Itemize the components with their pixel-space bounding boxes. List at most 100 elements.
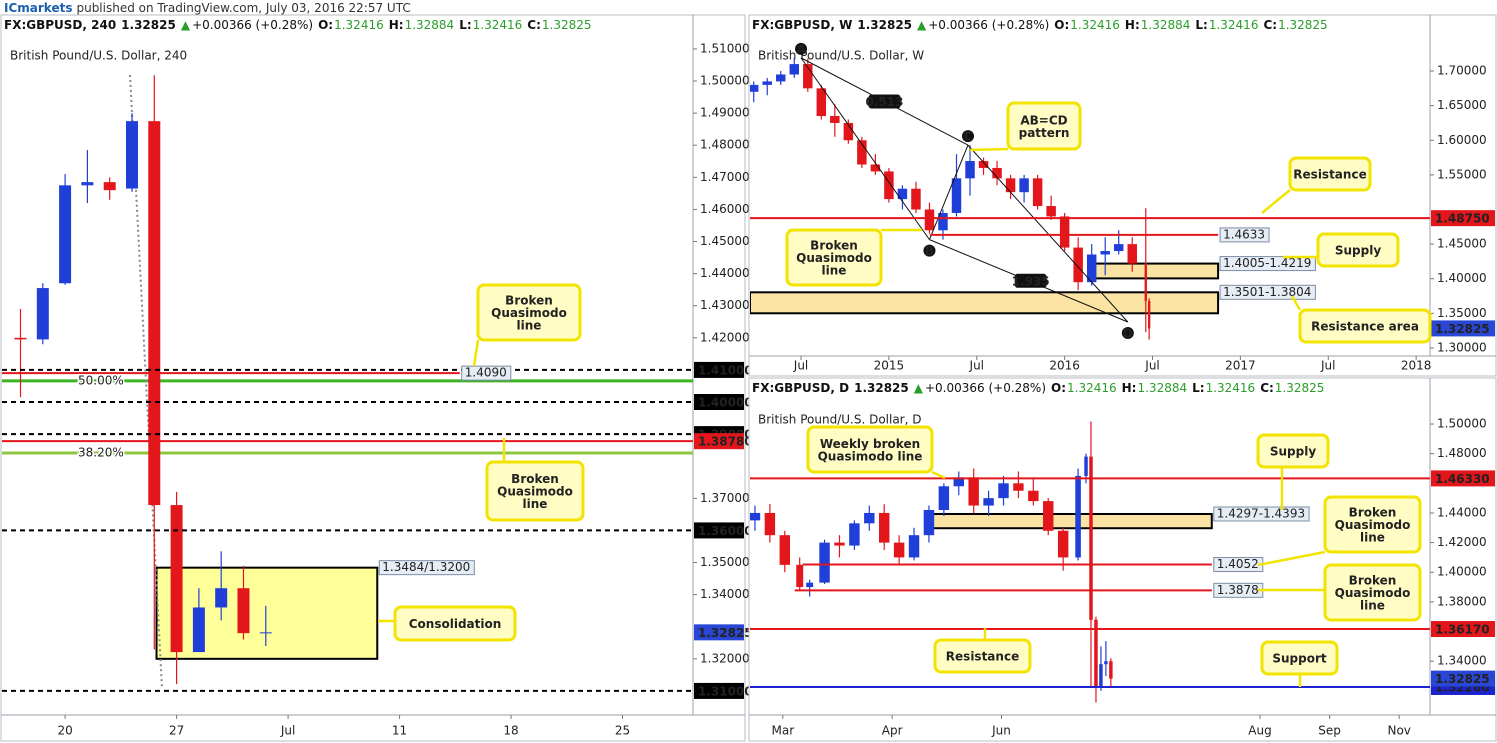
candle-body [776,74,786,82]
callout-box [485,460,585,522]
callout-box [1298,308,1432,344]
callout-box [1256,433,1330,469]
y-tick-label: 1.37000 [700,491,750,505]
callout-text: line [523,497,548,511]
candle-body [750,512,761,521]
axis-price-label: 1.48750 [1435,212,1490,226]
callout-text: Broken [810,239,858,253]
candle-body [1089,456,1093,620]
candle-body [834,542,845,546]
candle-body [870,164,881,172]
x-tick-label: 20 [57,724,72,738]
inline-label-box [1213,506,1310,522]
candle-body [1147,300,1151,329]
candle-body [1075,475,1081,558]
candle-body [762,81,772,85]
candle-body [1099,664,1103,688]
candle-body [1113,244,1124,252]
x-tick-label: Aug [1248,724,1271,738]
x-tick-label: Sep [1318,724,1341,738]
callout-text: Consolidation [409,617,502,631]
y-tick-label: 1.44000 [700,266,750,280]
candle-body [1046,206,1056,217]
ohlc-label: C: [527,18,541,32]
callout-text: Broken [1349,506,1397,520]
axis-price-label: 1.46330 [1435,472,1490,486]
axis-price-label: 1.36000 [698,524,753,538]
candle-body [237,588,250,634]
callout-box [933,638,1032,674]
inline-label-box [1219,227,1270,243]
callout-text: Quasimodo line [818,449,923,463]
pattern-point-label: D [1123,327,1133,341]
candle-body [816,88,827,117]
symbol: FX:GBPUSD, D [752,381,849,395]
last-value: 1.32825 [854,381,909,395]
ohlc-value: 1.32416 [1067,381,1117,395]
y-tick-label: 1.34000 [700,587,750,601]
candle-body [884,171,894,200]
pattern-point-label: C [964,130,973,144]
y-tick-label: 1.47000 [700,170,750,184]
x-tick-label: Jul [280,724,295,738]
last-price-box [694,624,744,641]
y-tick-label: 1.60000 [1437,133,1487,147]
callout-text: Broken [505,294,553,308]
ohlc-value: 1.32825 [1275,381,1325,395]
ohlc-label: H: [1125,18,1140,32]
last-value: 1.32825 [857,18,912,32]
callout-pointer [931,470,946,480]
ratio-box [1014,273,1047,288]
inline-label-box [1219,284,1316,300]
callout-box [1260,640,1339,676]
brand: ICmarkets [4,1,72,15]
candle-body [81,182,94,186]
ohlc-value: 1.32416 [334,18,384,32]
symbol: FX:GBPUSD, 240 [4,18,116,32]
ohlc-value: 1.32416 [1070,18,1120,32]
candle-body [779,535,791,565]
ohlc-value: 1.32825 [542,18,592,32]
pattern-point [923,244,936,257]
last-price-label: 1.32825 [1435,322,1490,336]
plot-area [750,421,1430,703]
callout-text: Quasimodo [1335,586,1411,600]
plot-area [2,74,693,692]
candle-body [953,477,964,487]
x-tick-label: Jun [991,724,1011,738]
axis-price-label: 1.31000 [698,684,753,698]
chart-subtitle: British Pound/U.S. Dollar, D [758,413,921,427]
last-price-box [1431,320,1495,337]
callout-box [476,283,582,342]
candle-body [1043,501,1054,531]
x-tick-label: Jul [1320,359,1335,373]
candle-body [908,535,920,558]
change-arrow: ▲ [914,381,924,395]
ohlc-label: H: [1122,381,1137,395]
callout-text: Quasimodo [491,306,567,320]
chart-header: FX:GBPUSD, D 1.32825 ▲ +0.00366 (+0.28%) O:1… [752,381,1324,395]
y-tick-label: 1.70000 [1437,64,1487,78]
candle-body [103,182,116,191]
ohlc-label: H: [389,18,404,32]
y-tick-label: 1.50000 [700,74,750,88]
candle-body [1032,178,1043,207]
x-tick-label: Jul [1144,359,1159,373]
ohlc-label: C: [1263,18,1277,32]
callout-text: line [517,319,542,333]
callout-text: Supply [1270,445,1316,459]
candle-body [978,161,989,168]
y-tick-label: 1.40000 [1437,565,1487,579]
pattern-point-label: B [925,244,934,258]
callout-text: Weekly broken [820,437,920,451]
candle-body [1084,456,1088,476]
candle-body [965,161,975,179]
x-tick-label: 27 [169,724,184,738]
pattern-line [929,144,969,240]
ohlc-value: 1.32884 [1137,381,1187,395]
pattern-point [1121,327,1134,340]
y-tick-label: 1.45000 [1437,237,1487,251]
chart-subtitle: British Pound/U.S. Dollar, 240 [10,49,187,63]
y-tick-label: 1.50000 [1437,417,1487,431]
